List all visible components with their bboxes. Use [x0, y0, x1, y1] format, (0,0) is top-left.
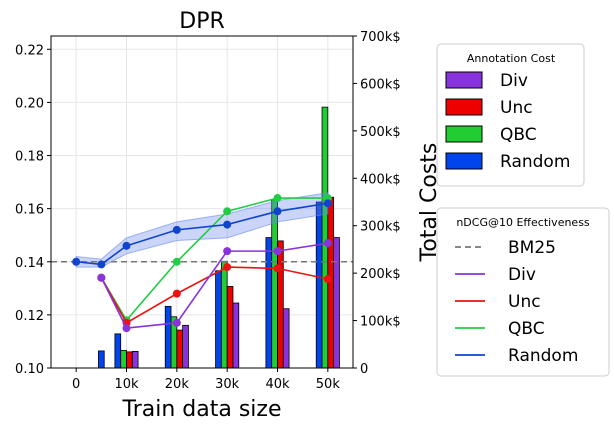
chart-title: DPR [179, 9, 225, 34]
point-div-2 [172, 318, 181, 327]
bar-qbc-0 [120, 350, 127, 369]
point-random-4 [223, 220, 232, 229]
point-unc-5 [323, 275, 332, 284]
legend-effect-label-qbc: QBC [508, 319, 545, 339]
y-left-tick-label-2: 0.14 [15, 256, 44, 271]
y-left-tick-label-6: 0.22 [15, 43, 44, 58]
bar-div-4 [333, 237, 340, 369]
y-right-tick-label-7: 700k$ [360, 30, 401, 45]
x-tick-label-0: 0 [72, 377, 80, 392]
point-div-0 [97, 273, 106, 282]
line-qbc [100, 197, 328, 322]
x-tick-label-1: 10k [114, 377, 139, 392]
legend-effect-label-div: Div [508, 265, 536, 285]
x-axis-label: Train data size [122, 397, 282, 422]
bar-unc-2 [226, 286, 234, 369]
legend-cost-swatch-div [445, 71, 483, 89]
legend-cost-label-qbc: QBC [500, 125, 537, 145]
point-random-1 [97, 260, 106, 269]
point-qbc-3 [223, 207, 232, 216]
y-left-tick-label-4: 0.18 [15, 150, 44, 165]
point-div-1 [122, 324, 131, 333]
legend-cost-swatch-qbc [445, 125, 483, 143]
x-tick-label-4: 40k [265, 377, 290, 392]
plot-frame [50, 35, 354, 369]
bar-random-5 [315, 201, 323, 369]
x-tick-label-5: 50k [316, 377, 341, 392]
x-tick-label-2: 20k [165, 377, 190, 392]
legend-cost-swatch-unc [445, 98, 483, 116]
x-axis-ticks: 0 10k 20k 30k 40k 50k [72, 368, 340, 392]
bar-unc-1 [176, 329, 184, 369]
legend-effect-label-random: Random [508, 346, 578, 366]
point-random-6 [323, 199, 332, 208]
legend-cost-label-random: Random [500, 152, 570, 172]
legend-cost-title: Annotation Cost [467, 52, 556, 65]
y-right-tick-label-6: 600k$ [360, 77, 401, 92]
legend-cost-label-unc: Unc [500, 98, 533, 118]
point-div-4 [273, 247, 282, 256]
effectiveness-lines [72, 194, 332, 333]
point-unc-2 [172, 289, 181, 298]
line-div [100, 242, 328, 330]
y-right-tick-label-1: 100k$ [360, 315, 401, 330]
point-unc-3 [223, 263, 232, 272]
y-right-tick-label-4: 400k$ [360, 172, 401, 187]
bar-random-2 [164, 305, 172, 369]
bar-random-4 [265, 237, 273, 369]
point-random-0 [72, 257, 81, 266]
point-qbc-2 [172, 257, 181, 266]
bar-qbc-2 [220, 260, 228, 369]
bar-div-1 [182, 324, 189, 369]
legend-cost-swatch-random [445, 152, 483, 170]
y-right-tick-label-3: 300k$ [360, 220, 401, 235]
bar-div-2 [232, 302, 240, 369]
bar-qbc-3 [271, 199, 278, 369]
y-left-tick-label-0: 0.10 [15, 362, 44, 377]
legend-effect-title: nDCG@10 Effectiveness [456, 216, 590, 229]
y-left-tick-label-5: 0.20 [15, 96, 44, 111]
random-band-area [75, 192, 329, 268]
random-confidence-band [75, 192, 329, 268]
bar-unc-3 [277, 240, 284, 369]
legend-effect-label-unc: Unc [508, 292, 541, 312]
point-qbc-4 [273, 194, 282, 203]
bar-qbc-4 [321, 106, 329, 369]
point-random-2 [122, 241, 131, 250]
point-div-3 [223, 247, 232, 256]
legend-annotation-cost: Annotation Cost Div Unc QBC Random [436, 43, 585, 187]
bar-random-3 [215, 270, 222, 369]
point-div-5 [323, 239, 332, 248]
y-right-tick-label-0: 0 [360, 362, 368, 377]
y-right-tick-label-2: 200k$ [360, 267, 401, 282]
legend-effect-label-bm25: BM25 [508, 238, 556, 258]
legend-cost-label-div: Div [500, 71, 528, 91]
bar-random-1 [114, 333, 122, 369]
x-tick-label-3: 30k [215, 377, 240, 392]
point-random-5 [273, 207, 282, 216]
bar-div-0 [131, 350, 139, 369]
y-right-axis-ticks: 0 100k$ 200k$ 300k$ 400k$ 500k$ 600k$ 700k$ [353, 30, 401, 377]
bar-random-0 [98, 350, 105, 369]
legend-effect-frame [436, 207, 610, 377]
y-left-tick-label-3: 0.16 [15, 203, 44, 218]
y-right-tick-label-5: 500k$ [360, 125, 401, 140]
legend-effectiveness: nDCG@10 Effectiveness BM25 Div Unc QBC Rando… [436, 207, 610, 377]
point-random-3 [172, 225, 181, 234]
line-unc [100, 266, 328, 324]
y-left-axis-ticks: 0.10 0.12 0.14 0.16 0.18 0.20 0.22 [15, 43, 51, 377]
bar-unc-0 [126, 351, 133, 369]
point-unc-4 [273, 264, 282, 273]
y-left-tick-label-1: 0.12 [15, 309, 44, 324]
bar-div-3 [282, 308, 290, 369]
